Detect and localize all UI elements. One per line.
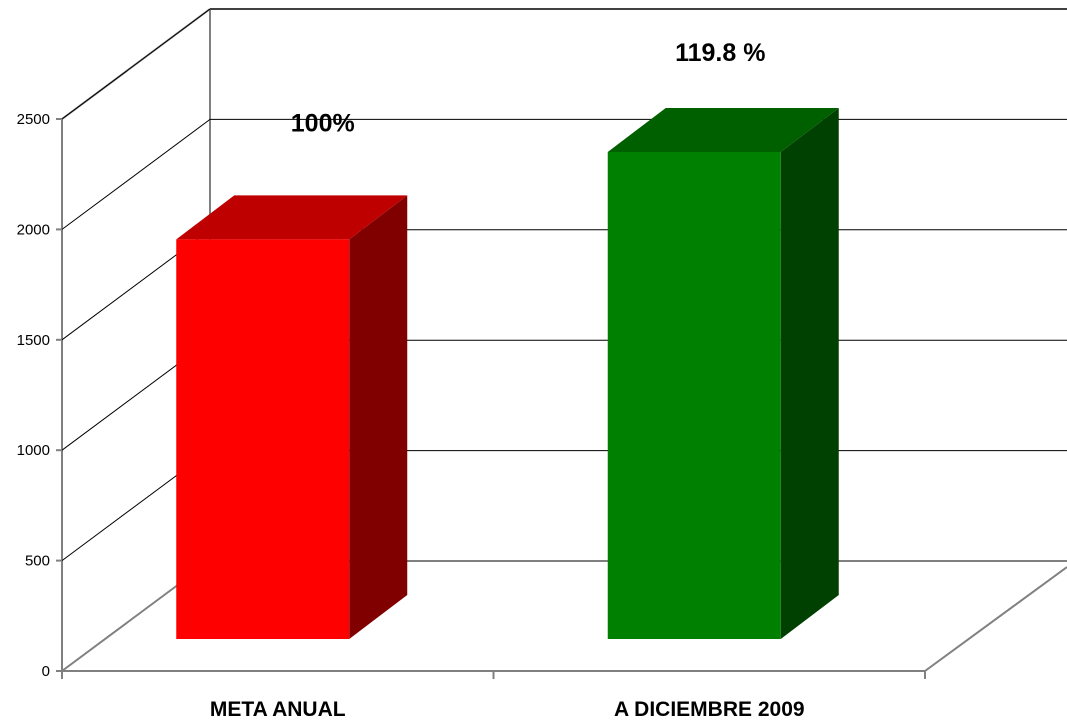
bars — [176, 107, 839, 640]
y-tick-label: 2500 — [17, 111, 50, 128]
side-gridline — [61, 118, 211, 230]
bar-top-face — [607, 107, 839, 152]
y-tick-label: 500 — [25, 553, 50, 570]
labels: META ANUAL 100% A DICIEMBRE 2009 119.8 % — [210, 39, 805, 721]
y-axis-ticks: 0 500 1000 1500 2000 2500 — [17, 111, 62, 680]
x-category-label: A DICIEMBRE 2009 — [614, 698, 805, 721]
bar-top-face — [176, 195, 408, 240]
data-label: 119.8 % — [675, 39, 765, 67]
bar-front-face — [176, 239, 350, 639]
y-tick-label: 2000 — [17, 221, 50, 238]
floor-right-edge — [924, 566, 1067, 672]
bar-side-face — [780, 107, 839, 640]
bar — [607, 107, 839, 640]
bar — [176, 195, 408, 639]
data-label: 100% — [291, 109, 355, 137]
bar-front-face — [607, 151, 781, 639]
bar-side-face — [349, 195, 408, 639]
side-gridline — [61, 8, 211, 120]
y-tick-label: 1000 — [17, 442, 50, 459]
x-category-label: META ANUAL — [210, 698, 346, 721]
y-tick-label: 1500 — [17, 332, 50, 349]
x-axis-ticks — [61, 671, 926, 679]
y-tick-label: 0 — [42, 663, 50, 680]
